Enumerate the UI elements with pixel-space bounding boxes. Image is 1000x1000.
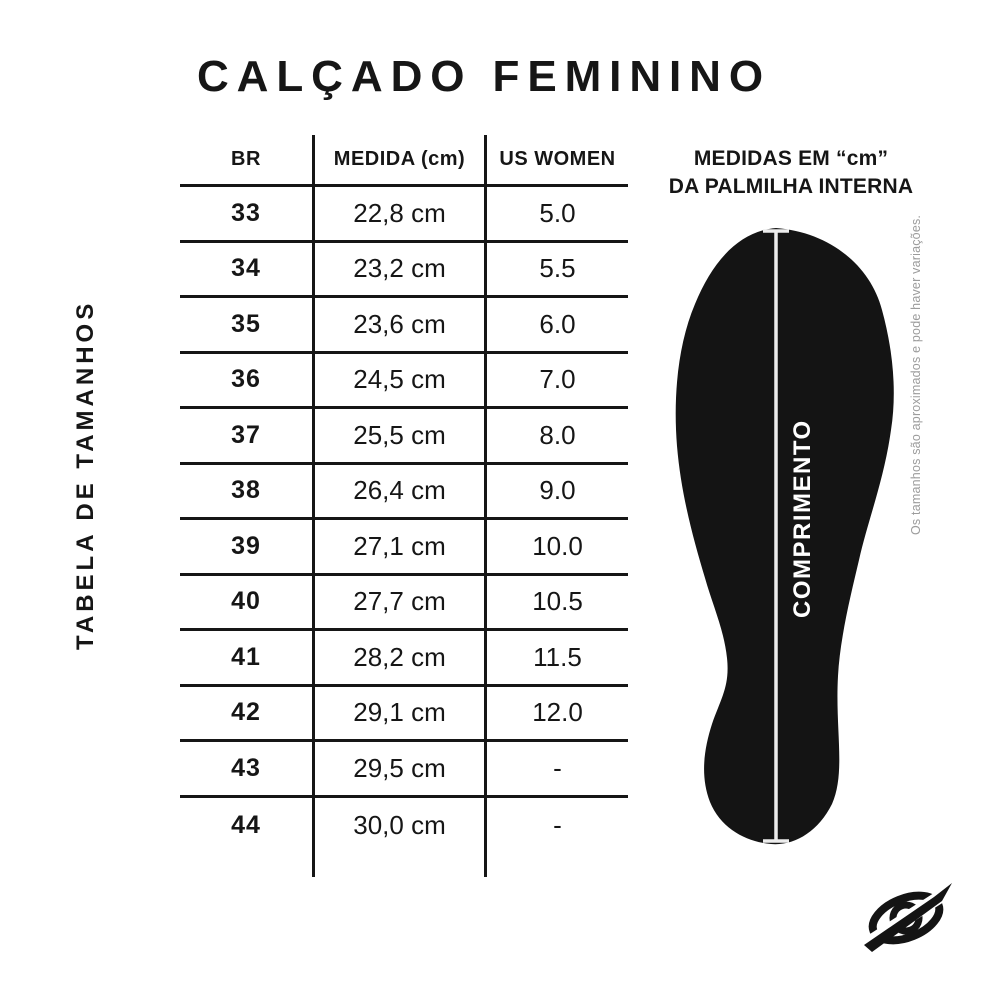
table-rule-extension xyxy=(315,853,487,877)
cell-us: 10.5 xyxy=(487,576,628,631)
cell-br: 34 xyxy=(180,242,315,298)
table-rule-extension xyxy=(180,853,315,877)
cell-us: 12.0 xyxy=(487,687,628,742)
cell-medida: 27,7 cm xyxy=(315,575,487,631)
cell-br: 42 xyxy=(180,686,315,742)
cell-medida: 23,2 cm xyxy=(315,242,487,298)
cell-br: 36 xyxy=(180,353,315,409)
cell-us: - xyxy=(553,809,562,840)
cell-br: 38 xyxy=(180,464,315,520)
cell-us: 5.5 xyxy=(487,243,628,298)
cell-us: - xyxy=(487,742,628,798)
cell-us: 8.0 xyxy=(487,409,628,465)
cell-medida: 25,5 cm xyxy=(315,409,487,465)
cell-br: 33 xyxy=(180,187,315,243)
cell-medida: 22,8 cm xyxy=(315,187,487,243)
cell-us: 9.0 xyxy=(487,465,628,520)
cell-br: 39 xyxy=(180,520,315,576)
cell-medida: 24,5 cm xyxy=(315,353,487,409)
size-table: BR MEDIDA (cm) US WOMEN 33 22,8 cm 5.0 3… xyxy=(180,135,628,877)
cell-br: 41 xyxy=(180,631,315,687)
length-label: COMPRIMENTO xyxy=(789,419,816,618)
cell-br: 35 xyxy=(180,298,315,354)
disclaimer-note: Os tamanhos são aproximados e pode haver… xyxy=(909,214,923,535)
insole-heading: MEDIDAS EM “cm” DA PALMILHA INTERNA xyxy=(660,145,922,201)
cell-br: 44 xyxy=(180,797,315,853)
cell-us: 10.0 xyxy=(487,520,628,576)
page-title: CALÇADO FEMININO xyxy=(196,52,772,101)
cell-us: 6.0 xyxy=(487,298,628,354)
cell-medida: 30,0 cm xyxy=(315,797,487,853)
cell-medida: 29,5 cm xyxy=(315,742,487,798)
cell-us: 5.0 xyxy=(487,187,628,243)
column-header-br: BR xyxy=(180,135,315,187)
cell-br: 40 xyxy=(180,575,315,631)
insole-heading-line2: DA PALMILHA INTERNA xyxy=(668,175,914,198)
insole-illustration: COMPRIMENTO xyxy=(675,228,894,845)
mormaii-wave-logo-icon xyxy=(860,878,956,956)
cell-us: 7.0 xyxy=(487,354,628,409)
cell-br: 37 xyxy=(180,409,315,465)
cell-br: 43 xyxy=(180,742,315,798)
cell-medida: 27,1 cm xyxy=(315,520,487,576)
insole-silhouette xyxy=(675,228,894,845)
side-label-vertical: TABELA DE TAMANHOS xyxy=(72,299,99,650)
cell-medida: 28,2 cm xyxy=(315,631,487,687)
cell-us: 11.5 xyxy=(487,631,628,687)
cell-medida: 23,6 cm xyxy=(315,298,487,354)
cell-medida: 26,4 cm xyxy=(315,464,487,520)
table-rule-extension xyxy=(487,853,628,877)
column-header-us-women: US WOMEN xyxy=(487,135,628,187)
column-header-medida: MEDIDA (cm) xyxy=(315,135,487,187)
cell-medida: 29,1 cm xyxy=(315,686,487,742)
insole-heading-line1: MEDIDAS EM “cm” xyxy=(693,147,889,170)
